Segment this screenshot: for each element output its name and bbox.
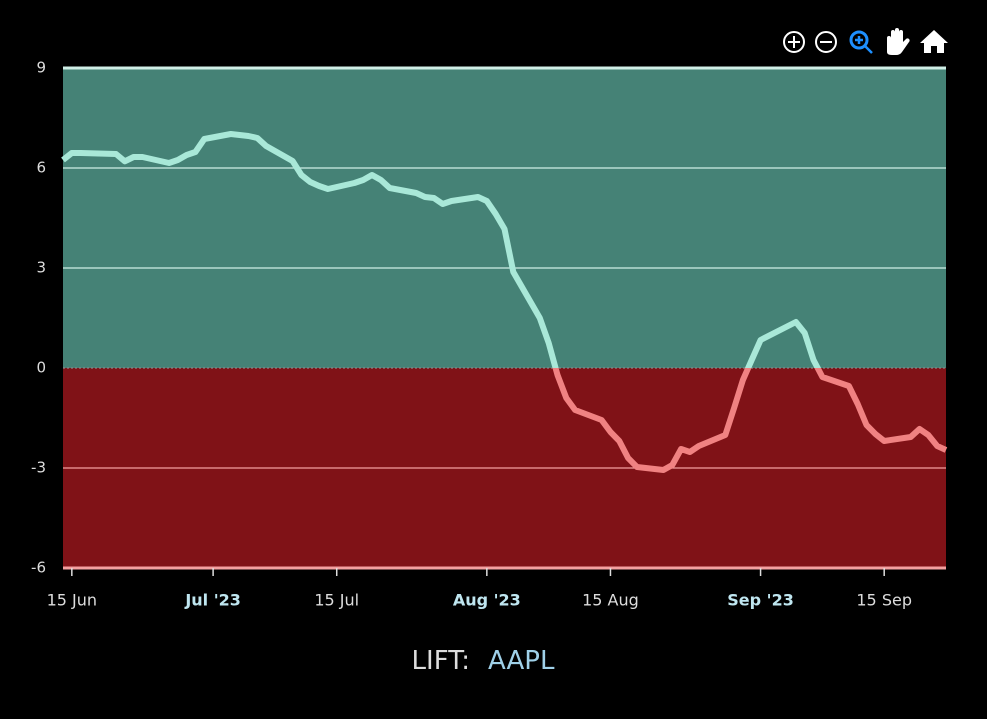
x-tick-label: 15 Sep [856,591,912,610]
x-tick-label: Sep '23 [727,591,794,610]
toolbar [783,28,948,55]
y-tick-label: 9 [36,59,46,77]
footer-label: LIFT: AAPL [412,646,555,676]
y-tick-label: 3 [36,259,46,277]
positive-band [63,68,946,368]
y-tick-label: -6 [31,559,46,577]
x-tick-label: Aug '23 [453,591,521,610]
zoom-in-button[interactable] [783,31,805,53]
y-tick-label: 0 [36,359,46,377]
label: LIFT: [412,646,470,676]
x-tick-label: Jul '23 [184,591,241,610]
line-positive [61,131,822,368]
x-tick-label: 15 Jul [314,591,359,610]
zoom-box-button[interactable] [849,30,873,54]
pan-button[interactable] [887,28,910,55]
y-tick-label: -3 [31,459,46,477]
reset-button[interactable] [920,30,948,53]
x-tick-label: 15 Jun [47,591,97,610]
zoom-out-button[interactable] [815,31,837,53]
x-tick-label: 15 Aug [582,591,639,610]
symbol: AAPL [488,646,555,676]
y-tick-label: 6 [36,159,46,177]
